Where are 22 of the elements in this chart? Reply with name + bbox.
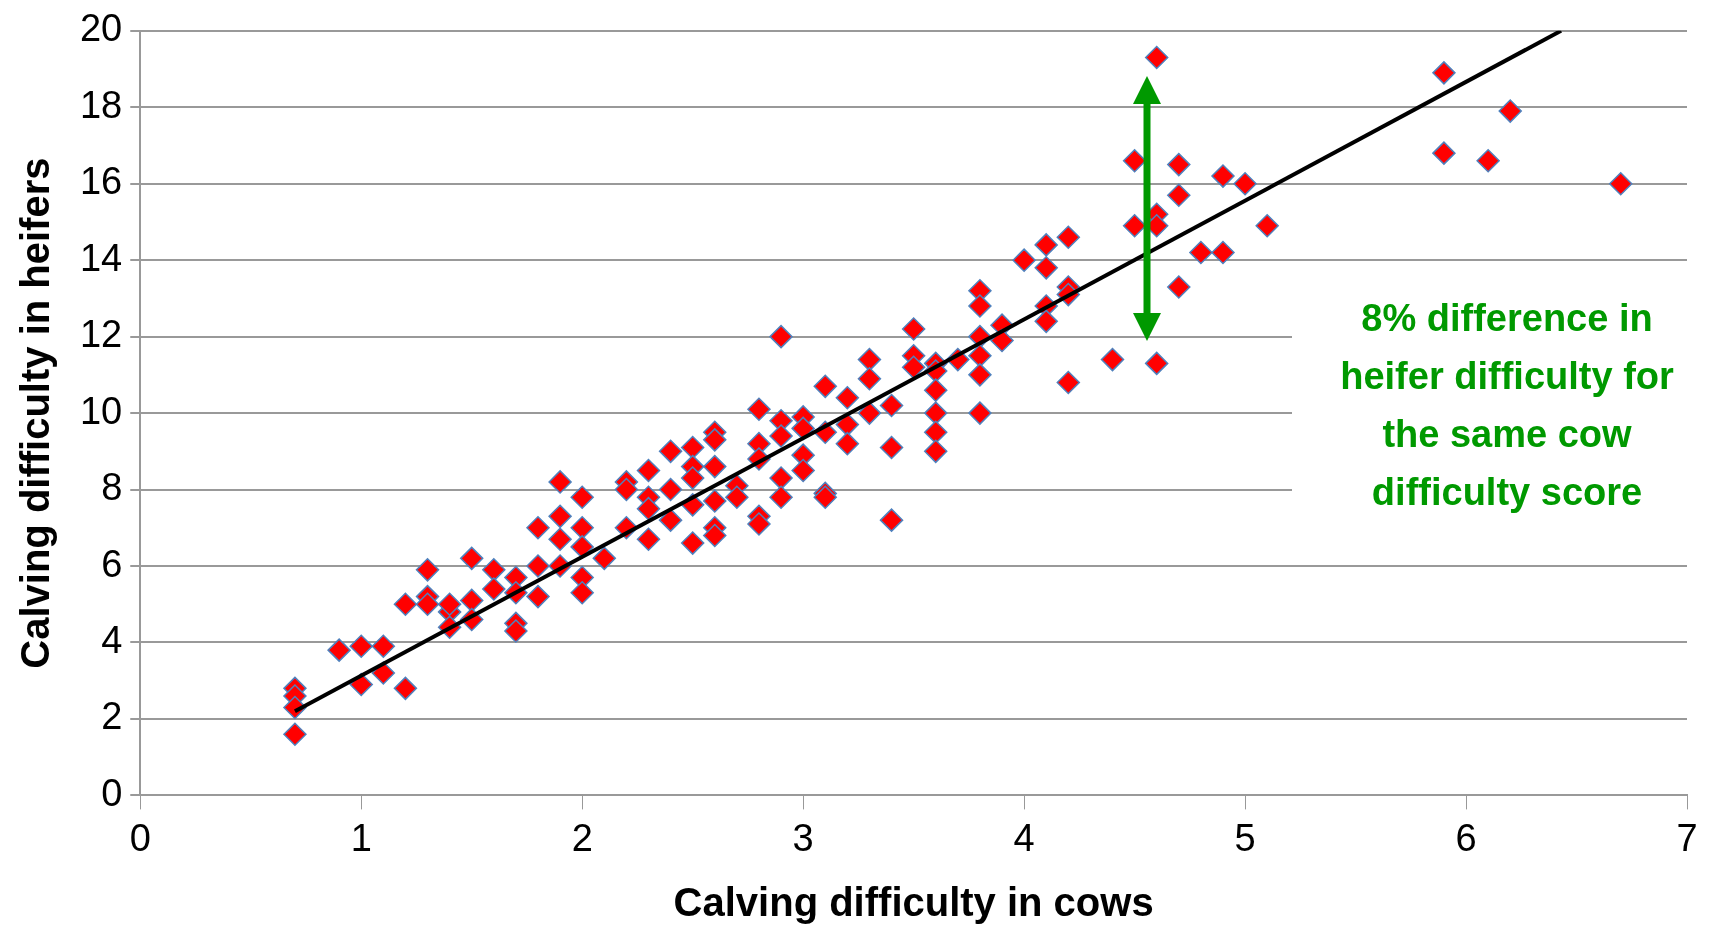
y-tick-label: 14 (79, 236, 123, 279)
y-tick-label: 0 (101, 771, 123, 814)
y-tick-label: 10 (79, 389, 123, 432)
x-tick-label: 3 (792, 816, 814, 859)
x-tick-label: 0 (129, 816, 151, 859)
x-tick-label: 4 (1013, 816, 1035, 859)
annotation: 8% difference in heifer difficulty for the same cow difficulty score (1340, 296, 1674, 513)
x-tick-label: 2 (571, 816, 593, 859)
x-axis-title: Calving difficulty in cows (673, 880, 1154, 925)
y-tick-label: 18 (79, 83, 123, 126)
y-tick-label: 20 (79, 7, 123, 50)
y-tick-label: 8 (101, 466, 123, 509)
y-tick-label: 6 (101, 542, 123, 585)
y-tick-label: 2 (101, 695, 123, 738)
x-tick-label: 6 (1455, 816, 1477, 859)
y-tick-label: 12 (79, 313, 123, 356)
x-tick-label: 1 (350, 816, 372, 859)
y-tick-label: 16 (79, 160, 123, 203)
x-tick-label: 7 (1676, 816, 1698, 859)
x-tick-label: 5 (1234, 816, 1256, 859)
y-tick-label: 4 (101, 618, 123, 661)
y-axis-title: Calving difficulty in heifers (13, 157, 58, 669)
